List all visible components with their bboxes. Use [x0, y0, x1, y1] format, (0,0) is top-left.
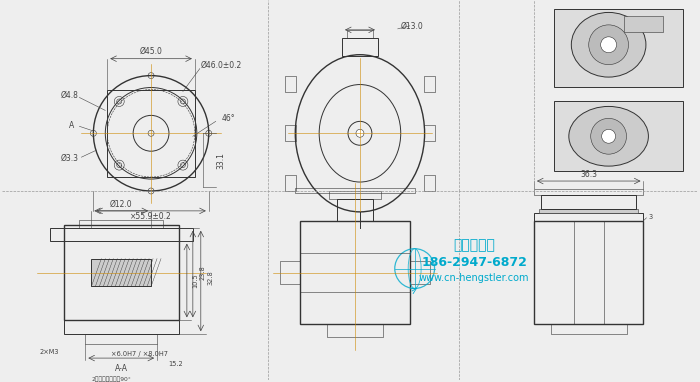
Bar	[554, 102, 683, 171]
Bar	[286, 76, 296, 92]
Text: Ø3.3: Ø3.3	[60, 154, 78, 163]
Bar	[79, 220, 163, 228]
Bar	[424, 175, 435, 191]
Bar	[551, 324, 626, 334]
Bar	[534, 213, 643, 221]
Text: 10.5: 10.5	[192, 273, 198, 288]
Bar	[50, 228, 192, 241]
Bar	[539, 209, 638, 213]
Text: Ø4.8: Ø4.8	[61, 91, 78, 100]
Circle shape	[591, 118, 626, 154]
Bar	[327, 324, 383, 337]
Bar	[286, 175, 296, 191]
Bar	[424, 76, 435, 92]
Text: 32.8: 32.8	[208, 270, 213, 285]
Bar	[329, 191, 381, 199]
Bar	[295, 188, 414, 193]
Text: 2个安装螺钉相差90°: 2个安装螺钉相差90°	[92, 376, 131, 382]
Ellipse shape	[569, 107, 648, 166]
Bar	[410, 261, 430, 285]
Text: A-A: A-A	[115, 364, 127, 372]
Bar	[64, 320, 179, 334]
Text: ×6.0H7 / ×8.0H7: ×6.0H7 / ×8.0H7	[111, 351, 167, 357]
Text: ×55.9±0.2: ×55.9±0.2	[130, 212, 172, 221]
Bar	[624, 16, 664, 32]
Bar	[107, 89, 195, 177]
Text: 186-2947-6872: 186-2947-6872	[421, 256, 527, 269]
Circle shape	[602, 129, 615, 143]
Text: Ø45.0: Ø45.0	[139, 47, 162, 56]
Text: Ø46.0±0.2: Ø46.0±0.2	[201, 61, 242, 70]
Text: 23.8: 23.8	[199, 265, 206, 280]
Bar	[92, 259, 151, 286]
Bar	[342, 38, 378, 56]
Bar	[424, 125, 435, 141]
Text: 15.2: 15.2	[169, 361, 183, 367]
Circle shape	[601, 37, 617, 53]
Text: Ø13.0: Ø13.0	[400, 21, 423, 30]
Bar	[554, 9, 683, 87]
Bar	[286, 125, 296, 141]
Circle shape	[589, 25, 629, 65]
Text: 46°: 46°	[222, 114, 235, 123]
Bar	[64, 225, 179, 320]
Bar	[85, 334, 157, 344]
Text: 西安德伍拓: 西安德伍拓	[454, 239, 496, 253]
Ellipse shape	[571, 13, 646, 77]
Bar	[347, 30, 373, 38]
Bar	[300, 221, 410, 324]
Text: www.cn-hengstler.com: www.cn-hengstler.com	[419, 272, 530, 283]
Text: A: A	[69, 121, 74, 130]
Text: 36.3: 36.3	[580, 170, 597, 178]
Bar	[534, 221, 643, 324]
Bar	[337, 199, 373, 221]
Text: Ø12.0: Ø12.0	[110, 199, 132, 209]
Circle shape	[356, 129, 364, 137]
Bar	[281, 261, 300, 285]
Text: 33.1: 33.1	[216, 152, 225, 168]
Bar	[534, 189, 643, 195]
Text: 3: 3	[648, 214, 652, 220]
Text: 2×M3: 2×M3	[40, 349, 60, 355]
Bar	[541, 195, 636, 209]
